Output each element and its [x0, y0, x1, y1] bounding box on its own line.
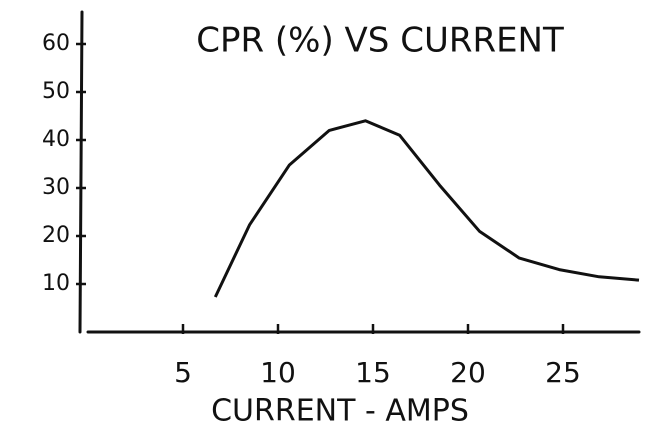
x-tick-label: 5: [174, 356, 192, 389]
chart-title: CPR (%) VS CURRENT: [196, 21, 564, 61]
x-tick-label: 20: [450, 356, 486, 389]
y-tick-label: 30: [42, 175, 70, 200]
x-axis-label: CURRENT - AMPS: [211, 394, 469, 429]
y-tick-label: 20: [42, 223, 70, 248]
y-tick-label: 60: [42, 31, 70, 56]
x-tick-label: 15: [355, 356, 391, 389]
x-tick-label: 25: [545, 356, 581, 389]
y-tick-label: 10: [42, 271, 70, 296]
y-tick-label: 40: [42, 127, 70, 152]
line-series: [215, 121, 639, 297]
x-tick-label: 10: [260, 356, 296, 389]
y-tick-label: 50: [42, 79, 70, 104]
chart: CPR (%) VS CURRENT CURRENT - AMPS 10 20 30…: [0, 0, 648, 437]
